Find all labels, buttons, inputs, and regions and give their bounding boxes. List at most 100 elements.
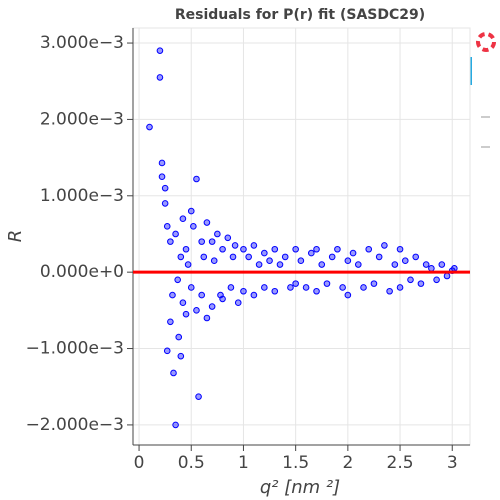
point [396, 245, 404, 253]
point [240, 287, 247, 295]
point [255, 261, 263, 268]
x-tick-label: 0 [134, 453, 145, 473]
point [193, 175, 200, 183]
point [175, 333, 183, 341]
point [158, 159, 166, 167]
point [396, 284, 404, 291]
point [328, 253, 336, 261]
point [302, 284, 310, 291]
y-axis-label: R [5, 230, 26, 243]
point [172, 421, 179, 429]
point [179, 299, 187, 307]
point [381, 242, 388, 249]
point [354, 261, 362, 268]
point [182, 310, 190, 318]
point [386, 287, 393, 295]
y-tick-label: 1.000e−3 [40, 186, 124, 206]
point [198, 291, 205, 299]
toolbar [470, 32, 496, 148]
point [193, 307, 200, 314]
y-tick-label: −1.000e−3 [26, 339, 124, 359]
point [203, 314, 211, 322]
point [224, 234, 232, 242]
chart-title: Residuals for P(r) fit (SASDC29) [175, 7, 425, 23]
point [190, 223, 197, 230]
point [214, 230, 221, 238]
x-tick-label: 2 [342, 453, 353, 473]
point [161, 200, 169, 207]
point [174, 276, 181, 284]
point [323, 280, 331, 287]
y-tick-label: 2.000e−3 [40, 109, 124, 129]
x-tick-label: 2.5 [387, 453, 414, 473]
point [156, 47, 164, 54]
point [229, 253, 237, 261]
point [339, 284, 346, 291]
point [231, 242, 239, 249]
point [391, 261, 399, 268]
point [210, 257, 218, 265]
point [412, 253, 420, 261]
point [451, 265, 458, 272]
point [161, 184, 169, 192]
point [250, 242, 258, 249]
point [417, 280, 425, 287]
x-tick-label: 0.5 [178, 453, 205, 473]
point [169, 291, 176, 299]
point [177, 352, 185, 360]
x-tick-label: 3 [447, 453, 458, 473]
point [334, 245, 341, 253]
point [167, 318, 174, 326]
point [198, 238, 205, 245]
point [200, 253, 208, 261]
point [318, 261, 326, 268]
x-tick-label: 1.5 [282, 453, 309, 473]
point [156, 74, 164, 81]
point [375, 253, 383, 261]
point [245, 253, 252, 261]
y-tick-label: −2.000e−3 [26, 415, 124, 435]
point [428, 265, 435, 272]
point [187, 284, 195, 291]
point [443, 272, 451, 280]
point [167, 238, 174, 245]
point [261, 249, 268, 257]
point [313, 245, 320, 253]
point [344, 257, 352, 265]
point [163, 223, 171, 230]
bokeh-logo[interactable] [476, 32, 496, 52]
point [281, 253, 289, 261]
point [172, 230, 179, 238]
point [287, 284, 294, 291]
x-tick-label: 1 [238, 453, 249, 473]
y-tick-label: 0.000e+0 [40, 262, 124, 282]
point [250, 291, 258, 299]
point [170, 369, 177, 377]
point [177, 253, 185, 261]
point [195, 393, 202, 400]
point [313, 287, 320, 295]
point [203, 219, 211, 226]
point [365, 245, 373, 253]
point [308, 249, 315, 257]
point [219, 245, 226, 253]
x-axis-label: q² [nm ²] [260, 477, 340, 498]
point [227, 284, 235, 291]
point [297, 257, 305, 265]
point [271, 287, 279, 295]
point [276, 261, 284, 268]
point [292, 280, 299, 287]
point [292, 245, 299, 253]
point [266, 257, 273, 265]
point [184, 261, 192, 268]
point [261, 284, 268, 291]
point [208, 303, 216, 310]
point [360, 284, 367, 291]
point [344, 291, 352, 299]
point [219, 295, 226, 303]
point [163, 347, 171, 355]
point [349, 249, 357, 257]
plot-frame [132, 27, 471, 446]
point [370, 280, 378, 287]
point [407, 276, 414, 284]
